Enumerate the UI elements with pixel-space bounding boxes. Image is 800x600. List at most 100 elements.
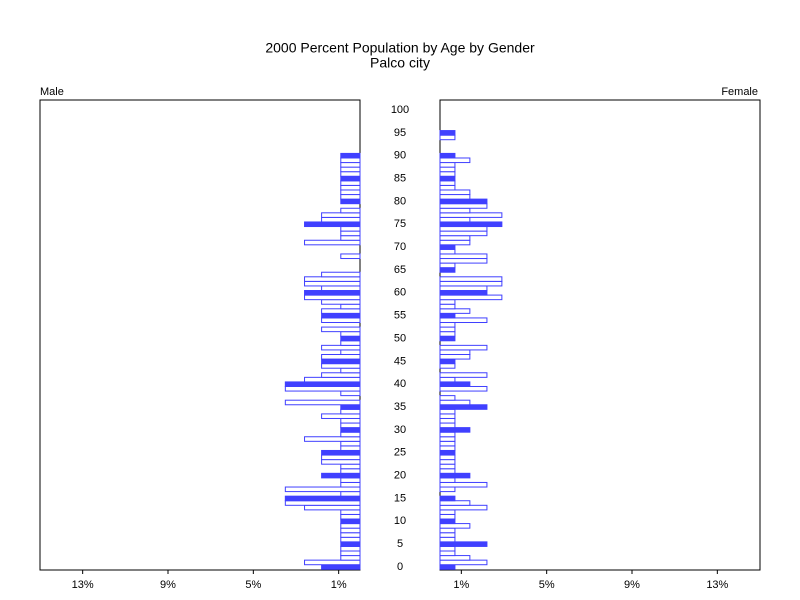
bar [439,541,488,547]
bar [439,358,456,365]
bar [284,486,361,493]
bar [340,427,361,433]
bar [340,230,361,237]
age-label: 65 [394,264,406,276]
bar [340,331,361,337]
bar [304,290,361,296]
bar [439,216,471,223]
bar [439,536,456,543]
age-label: 85 [394,172,406,184]
bar [439,207,471,214]
bar [439,175,456,182]
bar [439,317,488,324]
bar [340,440,361,447]
bar [439,486,456,493]
age-label: 95 [394,127,406,139]
bar [439,372,488,378]
bar [340,445,361,451]
bar [439,344,488,351]
age-label: 50 [394,332,406,344]
bar [304,221,361,228]
bar [321,344,361,351]
age-label: 60 [394,287,406,299]
bar [439,500,471,506]
bar [304,559,361,566]
bar [321,308,361,314]
bar [439,299,456,305]
bar [321,459,361,465]
bar [439,532,456,538]
bar [439,157,471,164]
bar [439,518,456,525]
bar [439,422,456,429]
bar [439,363,456,369]
bar [439,130,456,136]
bar [439,239,471,246]
bar [439,303,456,310]
bar [439,413,456,419]
bar [304,504,361,511]
bar [439,408,456,415]
bar [340,509,361,515]
bar [439,221,503,228]
bar [321,413,361,419]
age-label: 35 [394,401,406,413]
x-tick-label: 9% [160,579,176,591]
bar [439,171,456,177]
age-label: 55 [394,310,406,322]
bar [321,271,361,278]
bar [340,491,361,497]
age-label: 20 [394,470,406,482]
age-label: 25 [394,447,406,459]
bar [439,198,488,205]
bar [439,472,471,479]
bar [439,230,488,237]
bar [321,312,361,319]
bar [439,559,488,566]
bar [439,276,503,282]
bar [340,545,361,552]
bar [439,226,488,232]
bar [340,408,361,415]
bar [439,404,488,410]
bar [439,248,456,255]
age-label: 40 [394,378,406,390]
age-label: 30 [394,424,406,436]
bar [340,536,361,543]
bar [340,390,361,397]
bar [439,184,456,191]
bar [340,527,361,534]
bar [340,555,361,561]
bar [284,500,361,506]
age-label: 80 [394,195,406,207]
bar [340,207,361,214]
bar [284,495,361,502]
x-tick-label: 5% [245,579,261,591]
bar [340,518,361,525]
bar [340,541,361,547]
age-label: 100 [391,104,409,116]
bar [439,280,503,287]
bar [439,523,471,529]
bar [340,463,361,470]
bar [439,189,471,196]
bar [340,335,361,342]
bar [340,189,361,196]
bar [304,294,361,301]
bar [340,171,361,177]
bar [439,440,456,447]
bar [304,436,361,442]
age-label: 75 [394,218,406,230]
age-label: 0 [397,561,403,573]
bar [321,363,361,369]
bar [340,184,361,191]
bar [340,157,361,164]
age-label: 70 [394,241,406,253]
bar [439,504,488,511]
bar [439,436,456,442]
bar [321,326,361,333]
bar [321,372,361,378]
bar [340,367,361,374]
bar [439,445,456,451]
bar [439,134,456,141]
